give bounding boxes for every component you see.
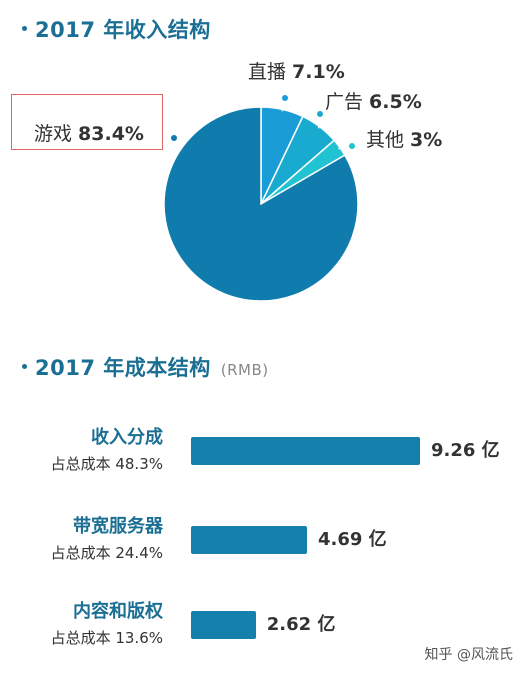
pie-label-2: 广告 6.5% (325, 91, 422, 113)
bullet-dot-icon (22, 363, 27, 369)
pie-label-value: 7.1% (292, 61, 345, 83)
cost-value-label: 2.62 亿 (266, 614, 336, 635)
cost-value-label: 9.26 亿 (431, 440, 500, 461)
cost-row: 带宽服务器占总成本 24.4% 4.69 亿 (0, 512, 527, 572)
cost-category-label: 收入分成 (91, 427, 163, 448)
cost-category-label: 带宽服务器 (73, 516, 163, 537)
cost-share-label: 占总成本 24.4% (50, 544, 163, 562)
watermark: 知乎 @风流氏 (424, 647, 513, 663)
pie-label-value: 83.4% (78, 123, 144, 145)
pie-label-name: 直播 (248, 61, 292, 83)
pie-label-1: 直播 7.1% (248, 61, 345, 83)
bullet-dot-icon (22, 25, 27, 31)
cost-category-label: 内容和版权 (73, 601, 163, 622)
cost-unit: (RMB) (220, 361, 269, 379)
pie-label-name: 广告 (325, 91, 369, 113)
cost-title-text: 2017 年成本结构 (35, 356, 211, 380)
pie-label-0: 游戏 83.4% (34, 123, 144, 145)
cost-section-title: 2017 年成本结构 (RMB) (22, 352, 269, 382)
revenue-pie-chart: 直播 7.1% 广告 6.5% 其他 3% 游戏 83.4% (34, 61, 442, 302)
cost-share-label: 占总成本 48.3% (50, 455, 163, 473)
cost-bar (191, 526, 307, 554)
pie-label-name: 其他 (366, 129, 410, 151)
pie-label-name: 游戏 (34, 123, 78, 145)
revenue-section-title: 2017 年收入结构 (22, 14, 211, 44)
cost-row: 内容和版权占总成本 13.6% 2.62 亿 (0, 597, 527, 657)
pie-label-dot-3 (349, 143, 355, 149)
pie-label-dot-1 (282, 95, 288, 101)
pie-label-3: 其他 3% (366, 129, 442, 151)
cost-row: 收入分成占总成本 48.3% 9.26 亿 (0, 423, 527, 483)
pie-label-value: 3% (410, 129, 442, 151)
pie-slice-0 (163, 106, 359, 302)
highlight-box (11, 94, 163, 150)
cost-bar (191, 437, 420, 465)
cost-bar (191, 611, 256, 639)
revenue-title-text: 2017 年收入结构 (35, 18, 211, 42)
cost-share-label: 占总成本 13.6% (50, 629, 163, 647)
pie-label-value: 6.5% (369, 91, 422, 113)
cost-value-label: 4.69 亿 (317, 529, 387, 550)
pie-label-dot-2 (317, 111, 323, 117)
pie-label-dot-0 (171, 135, 177, 141)
